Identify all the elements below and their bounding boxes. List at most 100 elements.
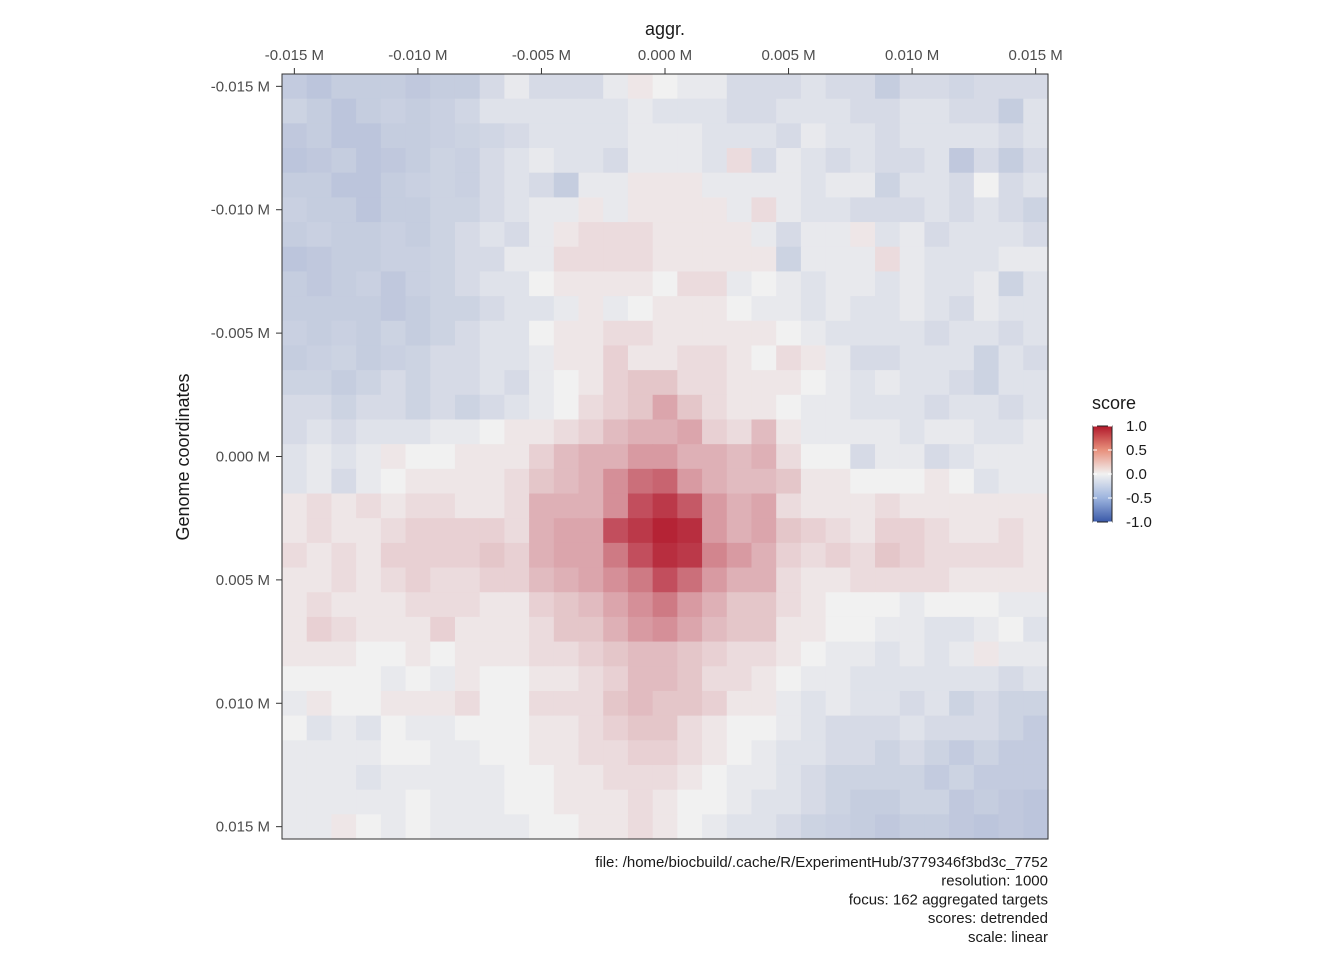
heatmap-cell (652, 172, 678, 198)
heatmap-cell (850, 246, 876, 273)
heatmap-cell (850, 172, 876, 198)
legend-title: score (1092, 393, 1136, 413)
heatmap-cell (504, 518, 530, 544)
heatmap-cell (776, 296, 802, 322)
heatmap-cell (479, 74, 505, 100)
heatmap-cell (553, 74, 580, 100)
heatmap-cell (380, 222, 407, 248)
heatmap-cell (726, 518, 753, 544)
heatmap-cell (430, 666, 456, 692)
heatmap-cell (924, 148, 950, 174)
heatmap-cell (800, 394, 827, 421)
heatmap-cell (998, 814, 1024, 840)
heatmap-cell (331, 518, 357, 544)
heatmap-cell (380, 468, 407, 495)
heatmap-cell (603, 246, 629, 273)
heatmap-cell (998, 444, 1024, 470)
heatmap-cell (331, 271, 357, 297)
heatmap-cell (578, 444, 604, 470)
heatmap-cell (850, 394, 876, 421)
heatmap-cell (331, 370, 357, 396)
heatmap-cell (306, 222, 333, 248)
heatmap-cell (405, 419, 431, 445)
heatmap-cell (603, 740, 629, 766)
heatmap-cell (380, 567, 407, 593)
heatmap-cell (603, 271, 629, 297)
heatmap-cell (1023, 222, 1049, 248)
heatmap-cell (405, 468, 431, 495)
heatmap-cell (504, 814, 530, 840)
heatmap-cell (677, 740, 703, 766)
heatmap-cell (702, 641, 728, 667)
heatmap-cell (553, 98, 580, 124)
heatmap-cell (282, 419, 308, 445)
heatmap-cell (726, 740, 753, 766)
heatmap-cell (875, 715, 901, 741)
heatmap-cell (331, 715, 357, 741)
heatmap-cell (331, 394, 357, 421)
heatmap-cell (973, 518, 1000, 544)
heatmap-cell (553, 468, 580, 495)
x-tick-label: 0.005 M (761, 47, 815, 64)
heatmap-cell (1023, 567, 1049, 593)
heatmap-cell (356, 740, 382, 766)
heatmap-cell (800, 567, 827, 593)
heatmap-cell (949, 592, 975, 618)
heatmap-cell (282, 123, 308, 149)
heatmap-cell (850, 789, 876, 815)
heatmap-cell (282, 394, 308, 421)
heatmap-cell (998, 197, 1024, 223)
heatmap-cell (627, 394, 654, 421)
heatmap-cell (430, 345, 456, 371)
heatmap-cell (454, 444, 481, 470)
heatmap-cell (652, 444, 678, 470)
heatmap-cell (702, 370, 728, 396)
heatmap-cell (282, 444, 308, 470)
heatmap-cell (973, 468, 1000, 495)
heatmap-cell (479, 468, 505, 495)
heatmap-cell (553, 394, 580, 421)
heatmap-cell (949, 789, 975, 815)
heatmap-cell (800, 296, 827, 322)
heatmap-cell (603, 814, 629, 840)
heatmap-cell (973, 715, 1000, 741)
heatmap-cell (850, 370, 876, 396)
heatmap-cell (553, 320, 580, 347)
heatmap-cell (726, 296, 753, 322)
heatmap-cell (356, 468, 382, 495)
heatmap-cell (479, 419, 505, 445)
heatmap-cell (998, 641, 1024, 667)
heatmap-cell (776, 789, 802, 815)
heatmap-cell (776, 518, 802, 544)
heatmap-cell (1023, 493, 1049, 519)
heatmap-cell (356, 764, 382, 791)
heatmap-cell (504, 172, 530, 198)
heatmap-cell (282, 493, 308, 519)
heatmap-cell (529, 764, 555, 791)
heatmap-cell (899, 740, 926, 766)
heatmap-cell (529, 370, 555, 396)
heatmap-cell (702, 98, 728, 124)
heatmap-cell (356, 98, 382, 124)
heatmap-cell (825, 320, 851, 347)
heatmap-cell (949, 666, 975, 692)
heatmap-cell (504, 74, 530, 100)
heatmap-cell (825, 197, 851, 223)
heatmap-cell (356, 641, 382, 667)
heatmap-cell (652, 320, 678, 347)
heatmap-cell (652, 592, 678, 618)
heatmap-cell (677, 444, 703, 470)
heatmap-cell (875, 172, 901, 198)
heatmap-cell (973, 246, 1000, 273)
x-axis-top: -0.015 M -0.010 M -0.005 M 0.000 M 0.005 M 0.… (265, 47, 1063, 74)
heatmap-cell (504, 246, 530, 273)
heatmap-cell (380, 172, 407, 198)
heatmap-cell (306, 246, 333, 273)
heatmap-cell (1023, 789, 1049, 815)
heatmap-cell (899, 468, 926, 495)
heatmap-cell (949, 296, 975, 322)
heatmap-cell (603, 172, 629, 198)
heatmap-cell (776, 764, 802, 791)
heatmap-cell (331, 666, 357, 692)
heatmap-cell (899, 567, 926, 593)
